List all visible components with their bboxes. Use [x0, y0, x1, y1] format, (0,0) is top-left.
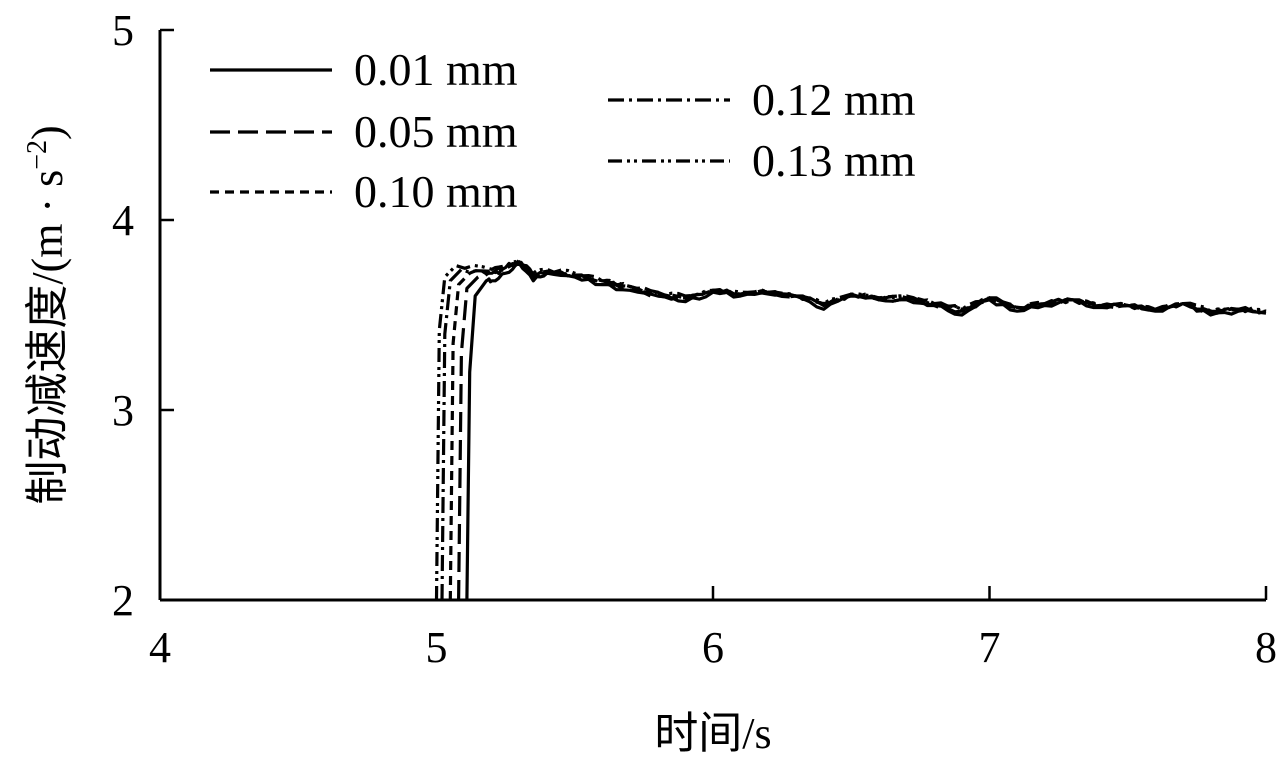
plot-area: [434, 258, 1267, 601]
y-axis-title-close: ): [23, 125, 72, 140]
ticks: 4 5 6 7 8 2 3 4 5: [112, 6, 1277, 672]
series-line-0: [465, 262, 1267, 601]
x-tick-label: 5: [426, 623, 448, 672]
y-tick-label: 3: [112, 386, 134, 435]
x-axis-title: 时间/s: [654, 709, 771, 758]
y-tick-label: 4: [112, 196, 134, 245]
series-line-1: [457, 260, 1267, 601]
y-tick-label: 2: [112, 576, 134, 625]
axes: [158, 30, 1266, 602]
y-tick-label: 5: [112, 6, 134, 55]
y-axis-title-superscript: −2: [22, 140, 53, 170]
x-tick-label: 4: [149, 623, 171, 672]
series-line-4: [434, 258, 1267, 601]
y-axis-title: 制动减速度/(m · s−2): [22, 125, 72, 504]
legend: 0.01 mm 0.05 mm 0.10 mm 0.12 mm 0.13 mm: [210, 44, 916, 217]
legend-label: 0.13 mm: [752, 135, 916, 186]
x-tick-label: 8: [1255, 623, 1277, 672]
legend-label: 0.01 mm: [354, 44, 518, 95]
series-line-2: [448, 260, 1267, 601]
legend-label: 0.10 mm: [354, 166, 518, 217]
series-line-3: [440, 258, 1267, 601]
x-tick-label: 6: [702, 623, 724, 672]
legend-label: 0.12 mm: [752, 74, 916, 125]
legend-label: 0.05 mm: [354, 106, 518, 157]
y-axis-title-main: 制动减速度/(m · s: [23, 170, 72, 505]
x-tick-label: 7: [979, 623, 1001, 672]
